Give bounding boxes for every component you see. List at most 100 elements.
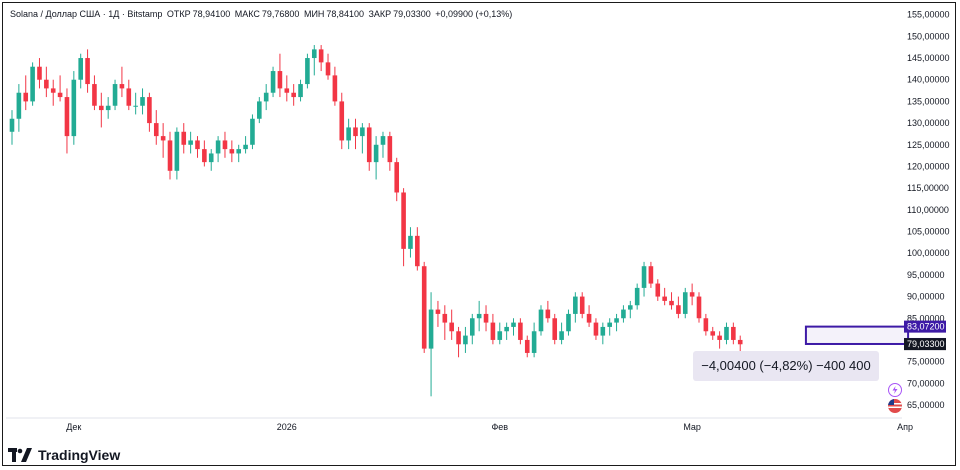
candle[interactable] [222, 131, 228, 158]
candle[interactable] [366, 123, 372, 171]
candle[interactable] [92, 75, 97, 111]
candle[interactable] [373, 136, 379, 180]
candle[interactable] [408, 227, 413, 258]
candle[interactable] [641, 261, 647, 297]
tradingview-logo[interactable]: TradingView [8, 445, 120, 465]
candle[interactable] [724, 322, 729, 345]
candle[interactable] [401, 188, 406, 267]
candle[interactable] [195, 136, 200, 158]
candle[interactable] [229, 140, 235, 163]
candle[interactable] [270, 66, 276, 98]
candle[interactable] [215, 136, 221, 163]
candle[interactable] [30, 62, 35, 106]
candle[interactable] [353, 118, 358, 150]
candle[interactable] [497, 322, 503, 345]
candle[interactable] [140, 88, 145, 115]
candle[interactable] [614, 313, 619, 332]
candle[interactable] [483, 305, 489, 332]
candle[interactable] [710, 326, 716, 340]
candle[interactable] [360, 123, 365, 154]
candle[interactable] [78, 53, 83, 89]
candle[interactable] [311, 45, 317, 76]
candle[interactable] [277, 53, 283, 98]
candle[interactable] [57, 75, 63, 102]
candle[interactable] [305, 53, 310, 89]
candle[interactable] [339, 92, 345, 150]
candle[interactable] [579, 292, 585, 319]
candle[interactable] [298, 79, 303, 102]
candle[interactable] [573, 292, 578, 323]
candle[interactable] [105, 97, 111, 119]
candle[interactable] [16, 84, 22, 132]
candle[interactable] [133, 92, 138, 115]
candle[interactable] [421, 261, 427, 353]
candle[interactable] [703, 313, 709, 336]
candle[interactable] [476, 300, 482, 332]
candle[interactable] [456, 326, 461, 358]
candle[interactable] [435, 300, 441, 327]
candle[interactable] [415, 227, 420, 271]
candle[interactable] [181, 123, 187, 154]
candle[interactable] [731, 322, 736, 345]
candle[interactable] [332, 66, 338, 106]
candle[interactable] [538, 305, 544, 336]
candle[interactable] [524, 335, 530, 358]
candle[interactable] [566, 309, 571, 336]
candle[interactable] [655, 279, 661, 301]
lightning-icon[interactable] [888, 383, 902, 397]
candle[interactable] [469, 313, 475, 345]
candle[interactable] [284, 75, 290, 102]
candle[interactable] [9, 110, 15, 145]
candle[interactable] [490, 313, 496, 345]
candle[interactable] [531, 322, 537, 358]
candle[interactable] [85, 49, 90, 93]
candle[interactable] [44, 66, 49, 98]
candle[interactable] [236, 144, 242, 163]
candle[interactable] [174, 127, 180, 180]
candle[interactable] [153, 110, 159, 145]
candle[interactable] [112, 79, 118, 111]
candle[interactable] [669, 292, 674, 310]
candle[interactable] [593, 318, 599, 340]
candle[interactable] [147, 92, 152, 132]
candle[interactable] [628, 300, 633, 319]
candle[interactable] [676, 296, 681, 319]
candle[interactable] [346, 118, 351, 150]
candle[interactable] [442, 305, 448, 340]
candle[interactable] [600, 322, 606, 345]
candle[interactable] [188, 131, 193, 154]
candle[interactable] [325, 53, 331, 80]
candle[interactable] [648, 261, 654, 288]
candle[interactable] [380, 131, 386, 158]
candle[interactable] [545, 300, 551, 323]
measure-label[interactable]: −4,00400 (−4,82%) −400 400 [693, 351, 879, 381]
candle[interactable] [167, 131, 173, 180]
candle[interactable] [428, 292, 434, 397]
candle[interactable] [71, 71, 77, 145]
candle[interactable] [394, 157, 400, 202]
candle[interactable] [99, 92, 104, 128]
candle[interactable] [126, 79, 132, 111]
candle[interactable] [662, 287, 667, 306]
candle[interactable] [243, 136, 248, 154]
candle[interactable] [160, 123, 166, 158]
candle[interactable] [257, 97, 262, 124]
candle[interactable] [64, 88, 70, 154]
candle[interactable] [511, 318, 516, 336]
candle[interactable] [449, 309, 454, 340]
candle[interactable] [463, 326, 468, 353]
candle[interactable] [387, 131, 393, 171]
candle[interactable] [504, 322, 509, 340]
flag-icon[interactable] [888, 399, 902, 413]
candle[interactable] [263, 84, 269, 111]
candle[interactable] [202, 140, 207, 167]
candle[interactable] [318, 45, 324, 72]
candle[interactable] [119, 66, 125, 98]
candle[interactable] [634, 283, 640, 310]
candle[interactable] [552, 313, 558, 345]
candle[interactable] [23, 75, 29, 111]
candle[interactable] [607, 318, 612, 336]
candle[interactable] [689, 283, 695, 306]
candle[interactable] [737, 335, 743, 353]
